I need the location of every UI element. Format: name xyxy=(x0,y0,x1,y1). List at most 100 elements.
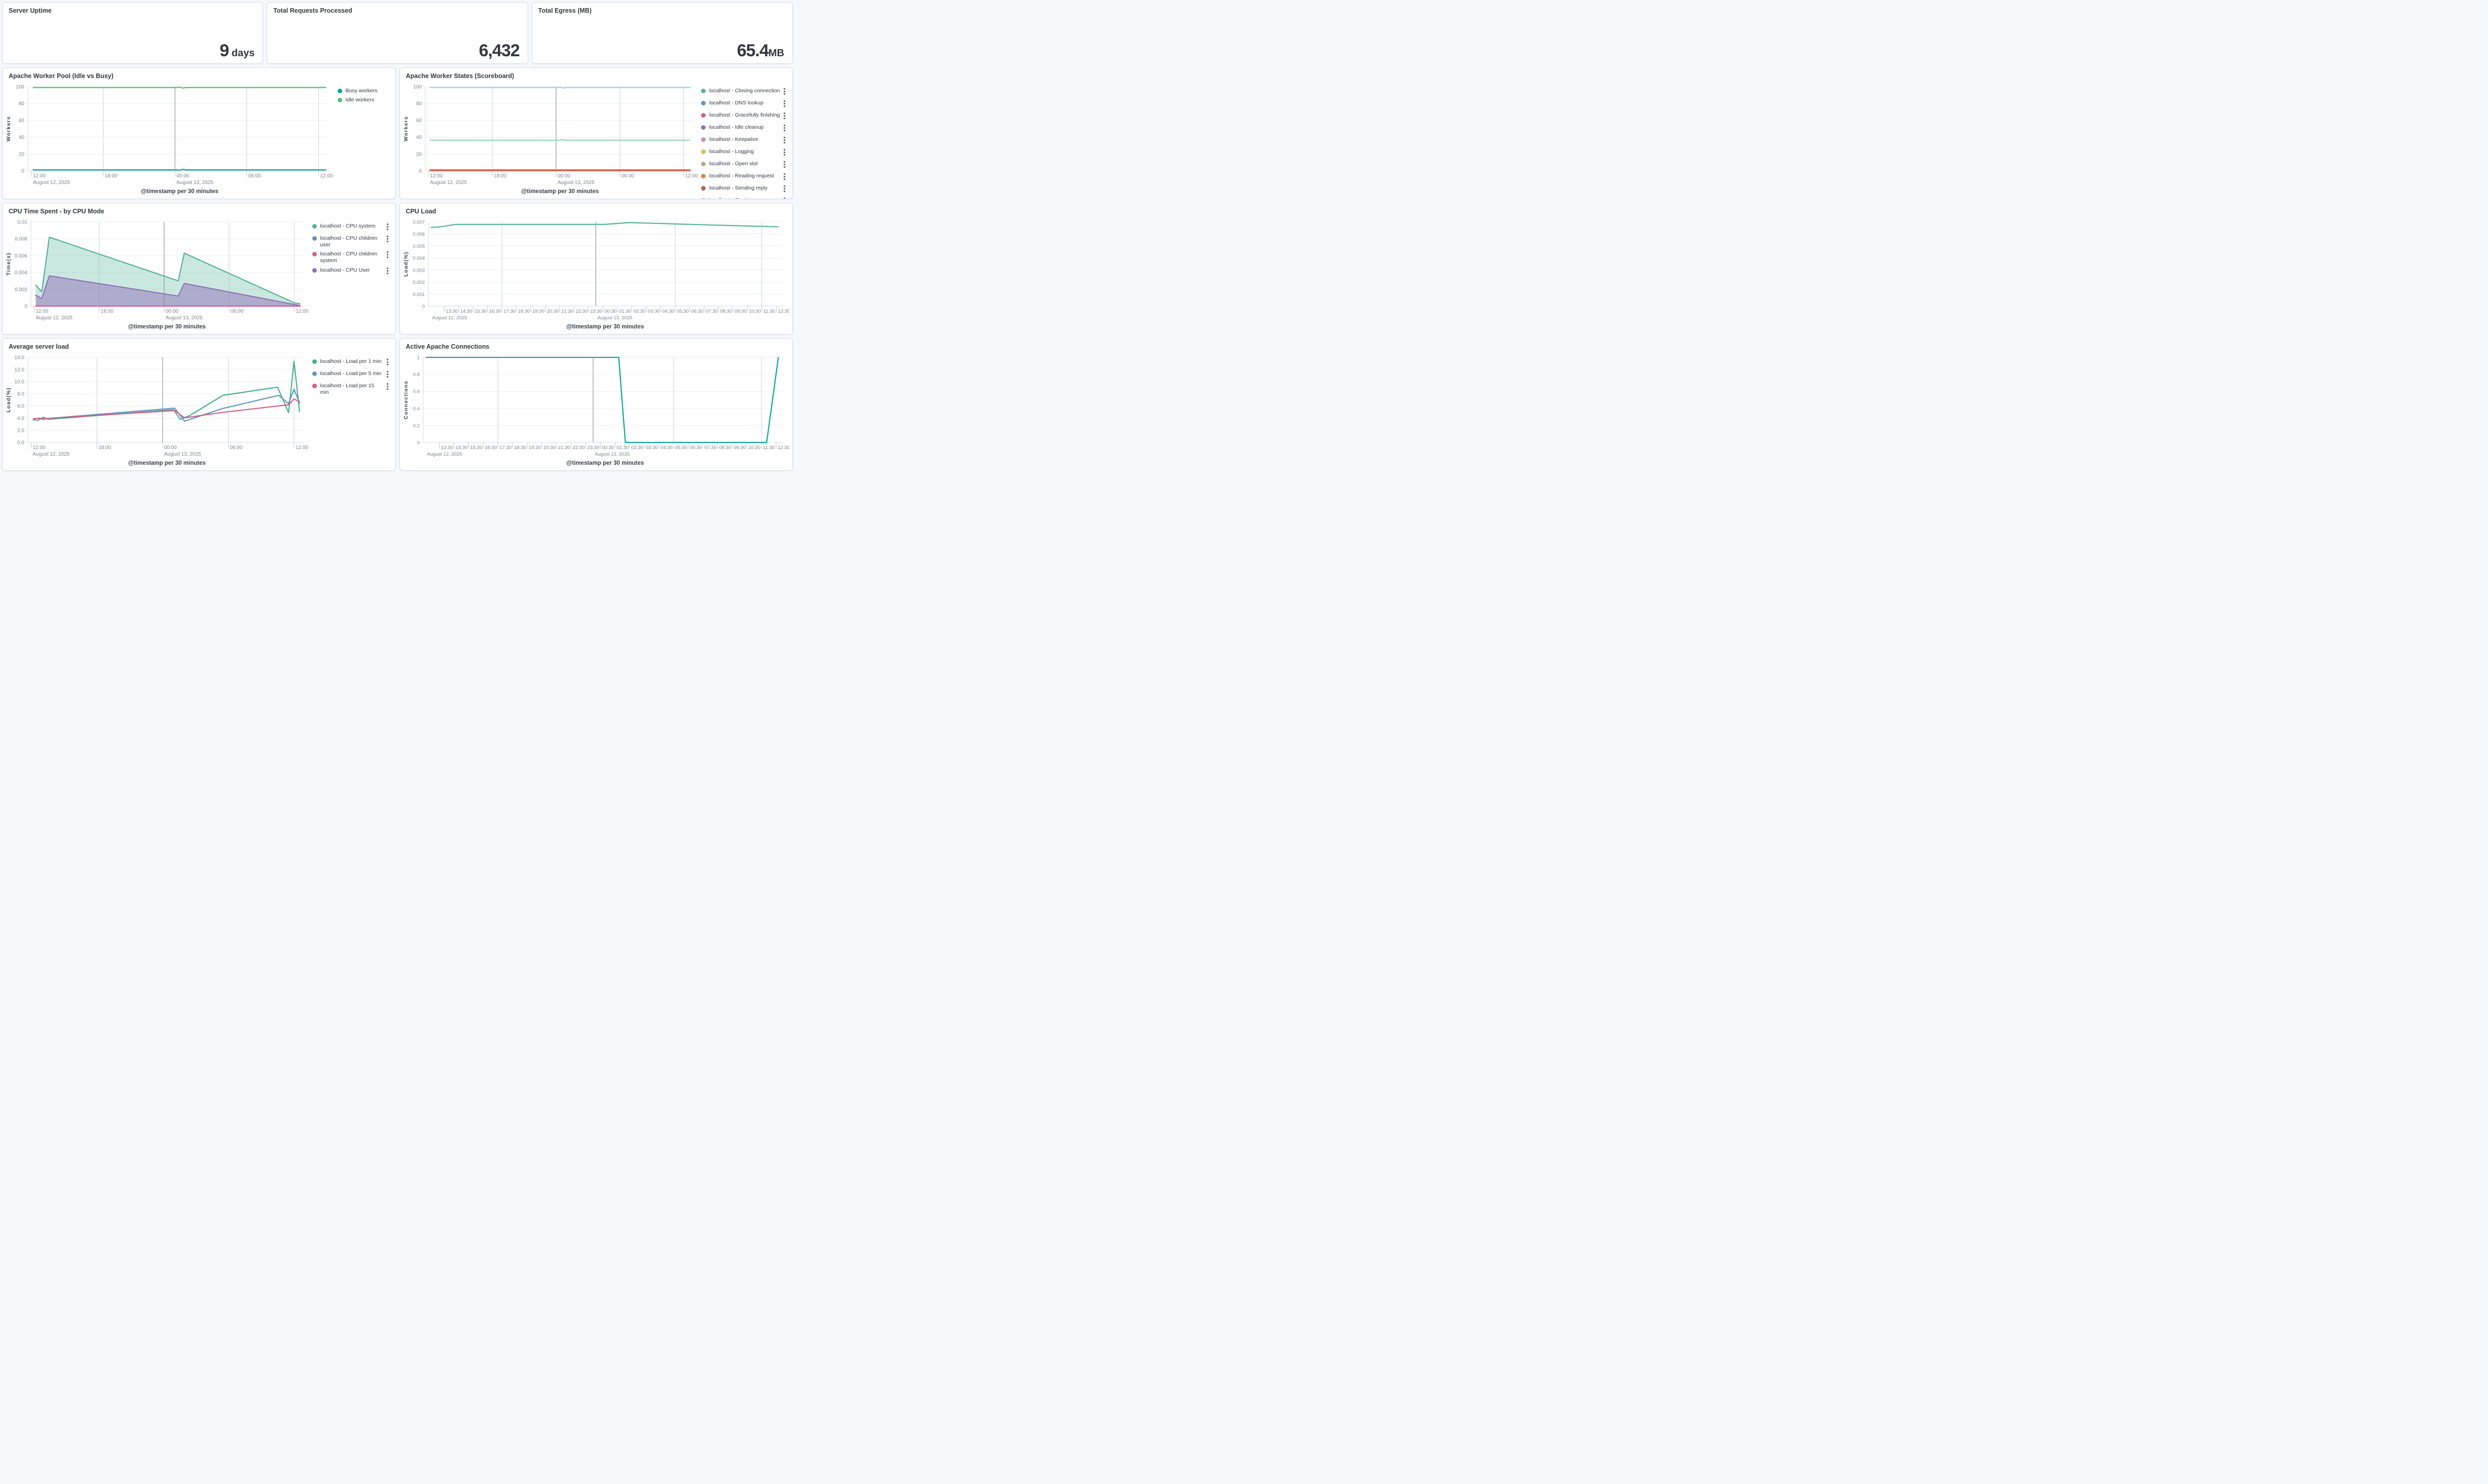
legend-options-icon[interactable] xyxy=(386,370,389,380)
server-load-chart-canvas[interactable]: 0.0 2.0 4.0 6.0 8.0 10.0 12.0 14.0 12:00 18:00 00:… xyxy=(4,352,310,459)
cpu-load-chart-canvas[interactable]: 0 0.001 0.002 0.003 0.004 0.005 0.006 0.007 13:3… xyxy=(401,217,790,322)
legend-item[interactable]: localhost - Idle cleanup xyxy=(701,124,786,134)
legend-options-icon[interactable] xyxy=(783,88,786,97)
x-axis-title: @timestamp per 30 minutes xyxy=(566,324,644,330)
legend-options-icon[interactable] xyxy=(386,235,389,245)
svg-text:22:30: 22:30 xyxy=(572,445,584,451)
svg-text:Load(%): Load(%) xyxy=(6,387,12,413)
legend-options-icon[interactable] xyxy=(783,149,786,158)
svg-text:12:00: 12:00 xyxy=(35,309,48,314)
legend-options-icon[interactable] xyxy=(783,173,786,182)
svg-text:06:00: 06:00 xyxy=(621,173,634,179)
boxes-vertical-icon xyxy=(784,149,785,156)
panel-cpu-load: CPU Load 0 0.001 0.002 0.003 0.004 0.005 0.006… xyxy=(399,203,793,335)
legend-item[interactable]: localhost - CPU User xyxy=(312,267,389,277)
legend-options-icon[interactable] xyxy=(783,124,786,134)
legend-item[interactable]: localhost - DNS lookup xyxy=(701,100,786,109)
svg-text:07:30: 07:30 xyxy=(705,309,717,314)
legend-label: localhost - Load per 5 min xyxy=(320,370,382,377)
svg-text:40: 40 xyxy=(19,135,25,140)
svg-text:12:00: 12:00 xyxy=(296,445,308,451)
svg-text:02:30: 02:30 xyxy=(633,309,645,314)
svg-text:06:30: 06:30 xyxy=(689,445,702,451)
svg-text:07:30: 07:30 xyxy=(704,445,716,451)
legend-item[interactable]: localhost - Open slot xyxy=(701,161,786,170)
svg-text:08:30: 08:30 xyxy=(720,309,732,314)
legend-options-icon[interactable] xyxy=(386,251,389,261)
legend-swatch-icon xyxy=(701,113,706,118)
legend-options-icon[interactable] xyxy=(783,197,786,199)
legend-item[interactable]: localhost - Closing connection xyxy=(701,88,786,97)
panel-title: CPU Time Spent - by CPU Mode xyxy=(9,208,104,215)
svg-text:20:30: 20:30 xyxy=(543,445,555,451)
legend-swatch-icon xyxy=(337,89,342,93)
metric-value: 6,432 xyxy=(479,42,520,59)
svg-text:14:30: 14:30 xyxy=(455,445,467,451)
metric-value: 65.4MB xyxy=(737,42,784,59)
legend-item[interactable]: localhost - CPU system xyxy=(312,223,389,233)
legend-item[interactable]: localhost - Starting up xyxy=(701,197,786,199)
svg-text:17:30: 17:30 xyxy=(503,309,516,314)
svg-text:10.0: 10.0 xyxy=(15,380,25,385)
metric-value: 9 days xyxy=(219,42,254,59)
legend-options-icon[interactable] xyxy=(386,358,389,368)
legend-item[interactable]: localhost - CPU children user xyxy=(312,235,389,248)
svg-text:21:30: 21:30 xyxy=(561,309,573,314)
metric-suffix: MB xyxy=(768,48,784,59)
legend-item[interactable]: localhost - Sending reply xyxy=(701,185,786,195)
legend-options-icon[interactable] xyxy=(386,383,389,392)
legend-label: localhost - Keepalive xyxy=(709,136,758,142)
legend-item[interactable]: Busy workers xyxy=(337,88,389,94)
legend-item[interactable]: localhost - Reading request xyxy=(701,173,786,182)
svg-text:16:30: 16:30 xyxy=(485,445,497,451)
svg-text:0.8: 0.8 xyxy=(413,372,419,378)
legend-options-icon[interactable] xyxy=(783,136,786,146)
boxes-vertical-icon xyxy=(784,185,785,192)
svg-text:18:00: 18:00 xyxy=(105,173,118,179)
legend-item[interactable]: localhost - Load per 1 min xyxy=(312,358,389,368)
svg-text:08:30: 08:30 xyxy=(719,445,731,451)
svg-text:20: 20 xyxy=(416,152,422,157)
svg-text:Load(%): Load(%) xyxy=(403,251,409,277)
legend-swatch-icon xyxy=(701,150,706,154)
svg-text:13:30: 13:30 xyxy=(446,309,458,314)
svg-text:12:30: 12:30 xyxy=(778,445,789,451)
svg-text:0.005: 0.005 xyxy=(413,244,425,249)
svg-text:12:00: 12:00 xyxy=(33,173,46,179)
svg-text:0.007: 0.007 xyxy=(413,220,425,226)
svg-text:10:30: 10:30 xyxy=(749,309,761,314)
svg-text:80: 80 xyxy=(416,101,422,107)
legend-item[interactable]: localhost - Keepalive xyxy=(701,136,786,146)
svg-text:80: 80 xyxy=(19,101,25,107)
boxes-vertical-icon xyxy=(784,137,785,143)
panel-title: Server Uptime xyxy=(9,7,52,14)
legend-item[interactable]: localhost - Load per 5 min xyxy=(312,370,389,380)
legend-item[interactable]: localhost - CPU children system xyxy=(312,251,389,264)
legend-options-icon[interactable] xyxy=(783,112,786,122)
svg-text:0: 0 xyxy=(419,168,422,174)
boxes-vertical-icon xyxy=(386,236,388,242)
svg-text:18:00: 18:00 xyxy=(101,309,114,314)
legend-options-icon[interactable] xyxy=(386,267,389,277)
legend-swatch-icon xyxy=(701,89,706,93)
svg-text:23:30: 23:30 xyxy=(590,309,602,314)
legend-options-icon[interactable] xyxy=(783,185,786,195)
legend-options-icon[interactable] xyxy=(783,100,786,109)
svg-text:0.2: 0.2 xyxy=(413,423,419,429)
cpu-time-chart-canvas[interactable]: 0 0.002 0.004 0.006 0.008 0.01 12:00 18:00 00:00… xyxy=(4,217,310,322)
legend-item[interactable]: localhost - Load per 15 min xyxy=(312,383,389,396)
legend-options-icon[interactable] xyxy=(783,161,786,170)
svg-text:August 12, 2025: August 12, 2025 xyxy=(32,452,69,457)
legend-item[interactable]: localhost - Gracefully finishing xyxy=(701,112,786,122)
svg-text:40: 40 xyxy=(416,135,422,140)
legend-options-icon[interactable] xyxy=(386,223,389,233)
legend-item[interactable]: localhost - Logging xyxy=(701,149,786,158)
svg-text:Connections: Connections xyxy=(403,381,409,420)
svg-text:06:00: 06:00 xyxy=(231,309,243,314)
x-axis-title: @timestamp per 30 minutes xyxy=(140,189,218,195)
svg-text:60: 60 xyxy=(416,118,422,124)
legend-item[interactable]: Idle workers xyxy=(337,97,389,103)
